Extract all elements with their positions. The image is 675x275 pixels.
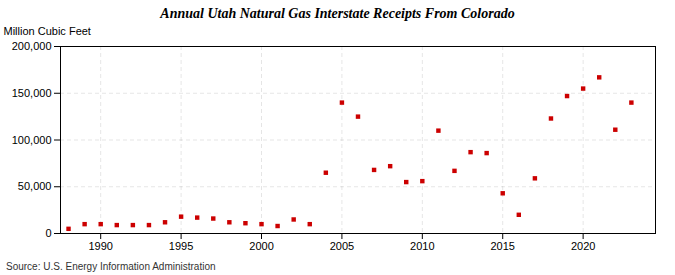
svg-text:Million Cubic Feet: Million Cubic Feet: [4, 25, 91, 37]
html-text:Annual Utah Natural Gas Inters: Annual Utah Natural Gas Interstate Recei…: [160, 6, 515, 21]
svg-text:50,000: 50,000: [18, 180, 52, 192]
svg-text:2020: 2020: [571, 240, 595, 252]
svg-text:100,000: 100,000: [12, 134, 52, 146]
svg-text:2015: 2015: [490, 240, 514, 252]
svg-text:1995: 1995: [169, 240, 193, 252]
svg-text:2000: 2000: [249, 240, 273, 252]
svg-text:0: 0: [45, 227, 51, 239]
svg-text:2010: 2010: [410, 240, 434, 252]
svg-text:150,000: 150,000: [12, 87, 52, 99]
svg-text:1990: 1990: [88, 240, 112, 252]
svg-text:200,000: 200,000: [12, 40, 52, 52]
html-text:Source: U.S. Energy Informatio: Source: U.S. Energy Information Administ…: [6, 261, 216, 272]
svg-text:2005: 2005: [330, 240, 354, 252]
